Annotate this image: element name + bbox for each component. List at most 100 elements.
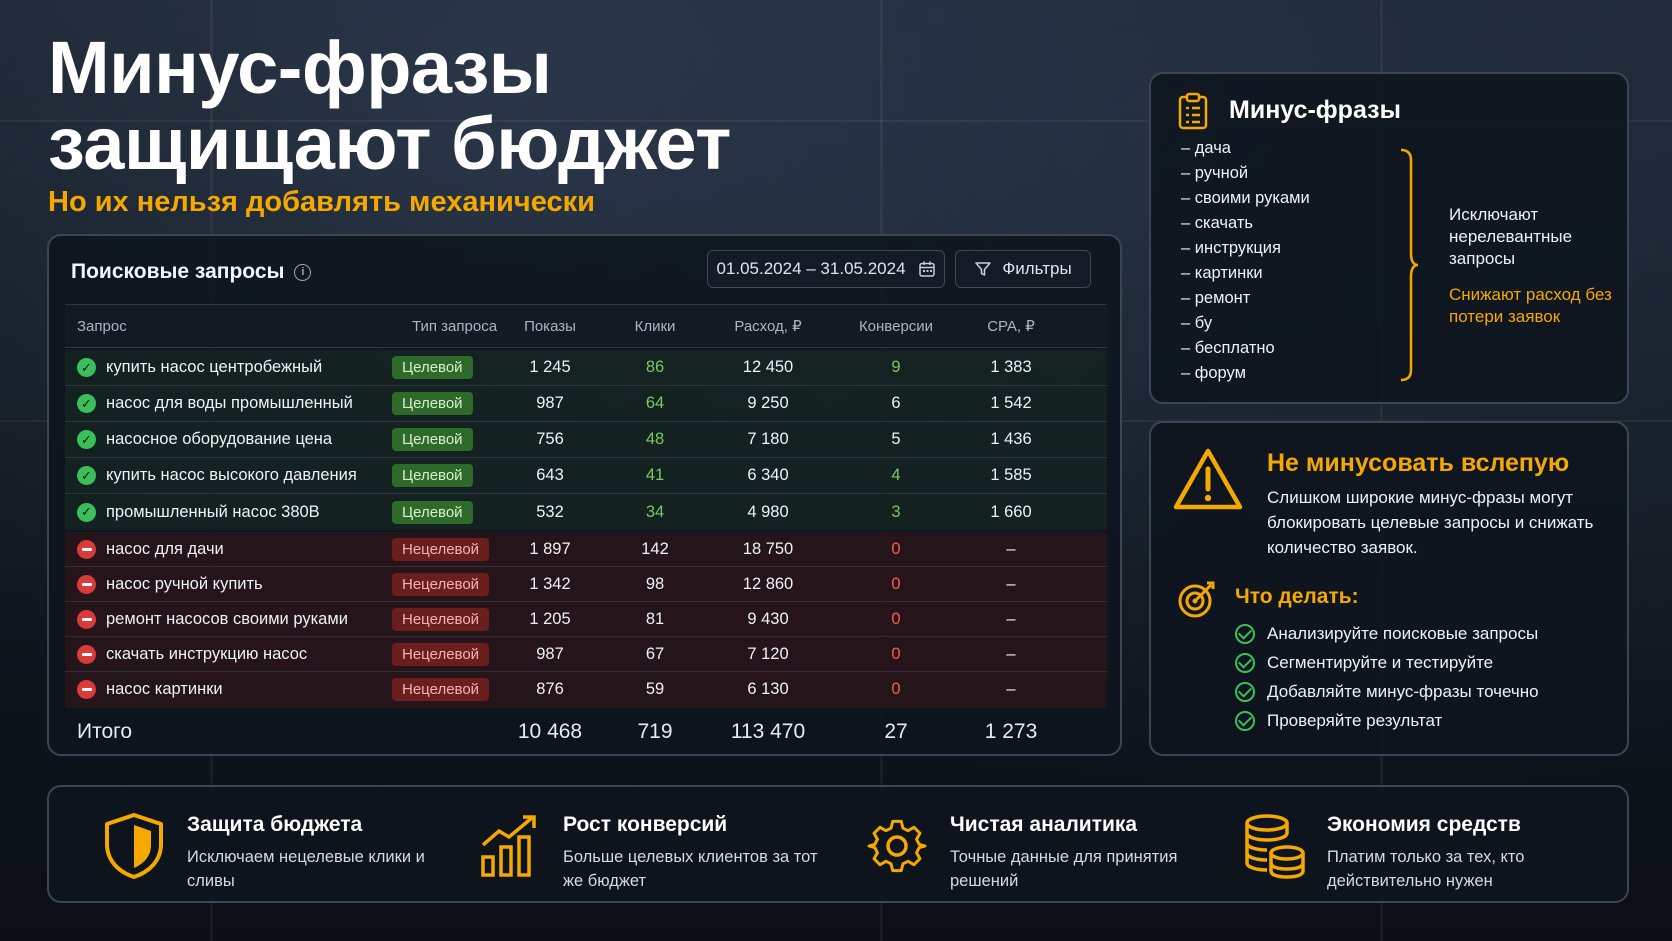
table-row[interactable]: ✓ насос для воды промышленный Целевой 987… <box>65 386 1107 422</box>
minus-circle-icon <box>77 574 96 594</box>
features-bar: Защита бюджета Исключаем нецелевые клики… <box>47 785 1629 903</box>
query-text: ремонт насосов своими руками <box>106 609 348 628</box>
check-circle-icon <box>1235 623 1255 644</box>
clicks-cell: 86 <box>645 358 665 376</box>
clicks-cell: 41 <box>645 466 665 484</box>
minus-circle-icon <box>77 644 96 664</box>
type-badge: Нецелевой <box>392 537 490 561</box>
query-text: насосное оборудование цена <box>106 430 333 448</box>
query-text: купить насос высокого давления <box>106 466 357 484</box>
clicks-cell: 64 <box>645 394 665 412</box>
conv-cell: 3 <box>891 502 901 521</box>
page-subtitle: Но их нельзя добавлять механически <box>48 186 595 218</box>
type-badge: Целевой <box>392 464 473 487</box>
table-row[interactable]: насос ручной купить Нецелевой 1 342 98 1… <box>65 567 1107 602</box>
query-text: насос картинки <box>106 680 223 698</box>
shows-cell: 1 342 <box>529 574 571 593</box>
filters-label: Фильтры <box>1002 259 1072 278</box>
total-clicks: 719 <box>637 720 673 743</box>
clicks-cell: 59 <box>645 680 665 698</box>
col-clicks[interactable]: Клики <box>634 317 676 335</box>
clipboard-icon <box>1178 92 1208 130</box>
table-row[interactable]: ремонт насосов своими руками Нецелевой 1… <box>65 602 1107 637</box>
col-cpa[interactable]: CPA, ₽ <box>987 318 1035 335</box>
todo-list: Анализируйте поисковые запросы Сегментир… <box>1235 619 1539 735</box>
query-text: скачать инструкцию насос <box>106 644 308 663</box>
spend-cell: 7 120 <box>747 644 789 663</box>
table-row[interactable]: ✓ купить насос высокого давления Целевой … <box>65 458 1107 494</box>
target-icon <box>1178 581 1215 618</box>
list-item: – своими руками <box>1181 189 1310 207</box>
list-item: Сегментируйте и тестируйте <box>1235 648 1539 677</box>
table-row[interactable]: насос картинки Нецелевой 876 59 6 130 0 … <box>65 672 1107 707</box>
col-type[interactable]: Тип запроса <box>412 317 498 335</box>
minus-circle-icon <box>77 609 96 629</box>
conv-cell: 0 <box>891 539 901 558</box>
shows-cell: 756 <box>536 430 564 448</box>
effect-note: Исключают нерелевантные запросы <box>1449 205 1573 268</box>
conv-cell: 0 <box>891 609 901 628</box>
col-spend[interactable]: Расход, ₽ <box>734 318 802 335</box>
warning-triangle-icon <box>1173 448 1243 510</box>
table-row[interactable]: ✓ промышленный насос 380В Целевой 532 3 4 … <box>65 494 1107 530</box>
growth-chart-icon <box>481 815 536 877</box>
table-row[interactable]: ✓ насосное оборудование цена Целевой 756 … <box>65 422 1107 458</box>
brace-icon <box>1400 148 1419 382</box>
col-shows[interactable]: Показы <box>524 317 576 335</box>
shows-cell: 643 <box>536 466 564 484</box>
check-circle-icon <box>1235 652 1255 673</box>
panel-title-text: Поисковые запросы <box>71 260 285 283</box>
minus-circle-icon <box>77 539 96 559</box>
total-conversions: 27 <box>884 720 908 743</box>
conv-cell: 5 <box>891 430 901 448</box>
todo-title: Что делать: <box>1235 585 1359 608</box>
list-item: – бесплатно <box>1181 339 1275 357</box>
check-icon: ✓ <box>77 358 96 377</box>
col-query[interactable]: Запрос <box>77 317 127 335</box>
check-icon: ✓ <box>77 502 96 522</box>
shows-cell: 532 <box>536 502 564 521</box>
spend-cell: 6 340 <box>747 466 789 484</box>
cpa-cell: – <box>1006 609 1016 628</box>
table-row[interactable]: скачать инструкцию насос Нецелевой 987 6… <box>65 637 1107 672</box>
table-header: Запрос Тип запроса Показы Клики Расход, … <box>65 304 1107 348</box>
nontarget-rows-group: насос для дачи Нецелевой 1 897 142 18 75… <box>65 532 1107 708</box>
list-item: – дача <box>1181 139 1231 157</box>
filters-button[interactable]: Фильтры <box>955 250 1091 288</box>
cpa-cell: – <box>1006 574 1016 593</box>
type-badge: Нецелевой <box>392 642 490 666</box>
minus-circle-icon <box>77 680 96 699</box>
feature-title: Экономия средств <box>1327 813 1521 836</box>
cpa-cell: 1 383 <box>990 358 1032 376</box>
type-badge: Целевой <box>392 500 473 524</box>
target-rows-group: ✓ купить насос центробежный Целевой 1 245… <box>65 350 1107 530</box>
todo-text: Анализируйте поисковые запросы <box>1267 623 1539 643</box>
clicks-cell: 98 <box>645 574 665 593</box>
query-text: купить насос центробежный <box>106 358 323 376</box>
warning-panel: Не минусовать вслепую Слишком широкие ми… <box>1149 421 1629 756</box>
check-circle-icon <box>1235 710 1255 731</box>
check-icon: ✓ <box>77 394 96 413</box>
check-icon: ✓ <box>77 430 96 449</box>
list-item: Проверяйте результат <box>1235 706 1539 735</box>
todo-text: Добавляйте минус-фразы точечно <box>1267 681 1539 701</box>
col-conversions[interactable]: Конверсии <box>858 317 934 335</box>
clicks-cell: 67 <box>645 644 665 663</box>
info-icon[interactable]: i <box>294 263 312 281</box>
cpa-cell: 1 660 <box>990 502 1032 521</box>
list-item: – скачать <box>1181 214 1253 232</box>
list-item: – ремонт <box>1181 289 1251 307</box>
clicks-cell: 81 <box>645 609 665 628</box>
spend-cell: 9 430 <box>747 609 789 628</box>
shows-cell: 987 <box>536 644 564 663</box>
conv-cell: 0 <box>891 644 901 663</box>
date-range-picker[interactable]: 01.05.2024 – 31.05.2024 <box>707 250 945 288</box>
table-row[interactable]: ✓ купить насос центробежный Целевой 1 245… <box>65 350 1107 386</box>
conv-cell: 4 <box>891 466 901 484</box>
query-text: насос для дачи <box>106 539 224 558</box>
type-badge: Целевой <box>392 392 473 415</box>
spend-cell: 6 130 <box>747 680 789 698</box>
table-row[interactable]: насос для дачи Нецелевой 1 897 142 18 75… <box>65 532 1107 567</box>
type-badge: Нецелевой <box>392 607 490 631</box>
cpa-cell: 1 542 <box>990 394 1032 412</box>
